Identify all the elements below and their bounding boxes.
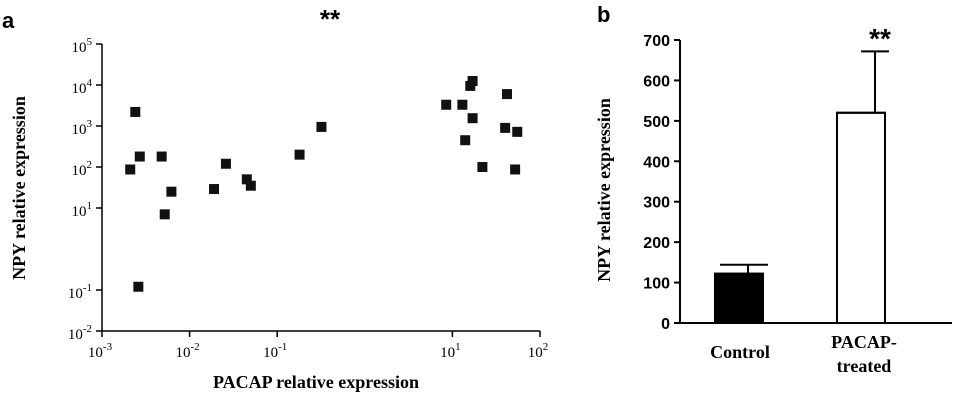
scatter-point [166,186,177,197]
y-tick-label-b: 200 [643,235,670,252]
scatter-point [125,164,136,175]
category-label: PACAP- [831,332,897,352]
y-tick-label-a: 10-2 [68,323,92,343]
significance-marker-b: ** [869,23,891,54]
scatter-point [134,151,145,162]
scatter-point [441,99,452,110]
scatter-point [467,113,478,124]
bar-outline [714,272,764,325]
y-tick-label-a: 105 [72,36,93,56]
scatter-point [130,106,141,117]
y-tick-label-b: 600 [643,73,670,90]
y-tick-label-a: 10-1 [68,282,92,302]
y-tick-label-b: 300 [643,195,670,212]
scatter-point [457,99,468,110]
scatter-point [245,180,256,191]
scatter-point [512,126,523,137]
panel-label-a: a [2,8,15,33]
y-tick-label-b: 0 [661,316,670,333]
y-tick-label-b: 400 [643,154,670,171]
y-tick-label-a: 103 [72,118,93,138]
scatter-point [133,281,144,292]
scatter-panel: a ** NPY relative expression PACAP relat… [2,4,548,392]
x-tick-label-a: 10-2 [176,341,200,361]
scatter-point [209,184,220,195]
scatter-point [294,149,305,160]
category-label: treated [837,356,892,376]
scatter-point [316,121,327,132]
scatter-point [501,89,512,100]
scatter-point [220,158,231,169]
scatter-point [159,209,170,220]
y-tick-label-b: 500 [643,114,670,131]
bar-pacap-treated [836,111,886,325]
scatter-point [477,162,488,172]
y-axis-label-a: NPY relative expression [9,96,29,280]
bar-outline [836,111,886,325]
scatter-point [156,151,167,162]
scatter-point [467,76,478,87]
x-tick-label-a: 10-1 [263,341,287,361]
scatter-point [500,122,511,133]
scatter-point [510,164,521,175]
x-tick-label-a: 10-3 [88,341,113,361]
y-tick-label-a: 104 [72,77,93,97]
y-tick-label-b: 700 [643,33,670,50]
scatter-point [241,174,252,185]
y-tick-label-a: 102 [72,159,93,179]
x-tick-label-a: 101 [440,341,461,361]
y-tick-label-a: 101 [72,200,93,220]
bar-control [714,272,764,325]
y-tick-label-b: 100 [643,276,670,293]
bar-panel: b NPY relative expression 0 100 200 300 400 5… [594,2,952,376]
y-axis-label-b: NPY relative expression [594,98,614,282]
x-axis-label-a: PACAP relative expression [213,372,419,392]
panel-label-b: b [597,2,610,27]
category-label: Control [710,342,770,362]
x-tick-label-a: 102 [528,341,549,361]
scatter-point [460,135,471,146]
significance-marker-a: ** [320,4,341,34]
